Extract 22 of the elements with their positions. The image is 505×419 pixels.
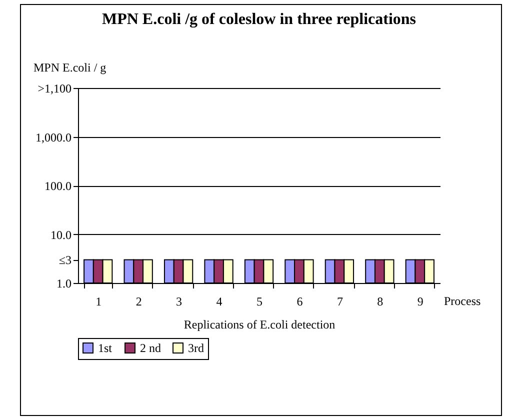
x-tick-label: 3 <box>176 294 182 308</box>
chart-title: MPN E.coli /g of coleslow in three replications <box>102 11 416 28</box>
x-tick-label: 1 <box>96 294 102 308</box>
legend-label: 2 nd <box>140 341 161 355</box>
x-axis-title: Replications of E.coli detection <box>184 318 336 332</box>
legend-label: 1st <box>98 341 113 355</box>
y-tick-label: >1,100 <box>38 82 72 96</box>
x-tick-label: 2 <box>136 294 142 308</box>
y-tick-label: ≤3 <box>58 253 72 268</box>
x-tick-label: 5 <box>256 294 262 308</box>
y-tick-label: 100.0 <box>44 179 72 193</box>
x-tick-label: 6 <box>296 294 303 308</box>
y-tick-label: 10.0 <box>50 228 72 242</box>
y-tick-label: 1,000.0 <box>36 130 72 144</box>
y-axis-title: MPN E.coli / g <box>34 60 106 74</box>
text: Process <box>444 294 481 308</box>
y-tick-label: 1.0 <box>56 276 72 290</box>
x-tick-label: 9 <box>417 294 424 308</box>
x-tick-label: 4 <box>216 294 222 308</box>
x-tick-label: 7 <box>336 294 343 308</box>
x-tick-label: 8 <box>377 294 384 308</box>
legend-label: 3rd <box>188 341 204 355</box>
